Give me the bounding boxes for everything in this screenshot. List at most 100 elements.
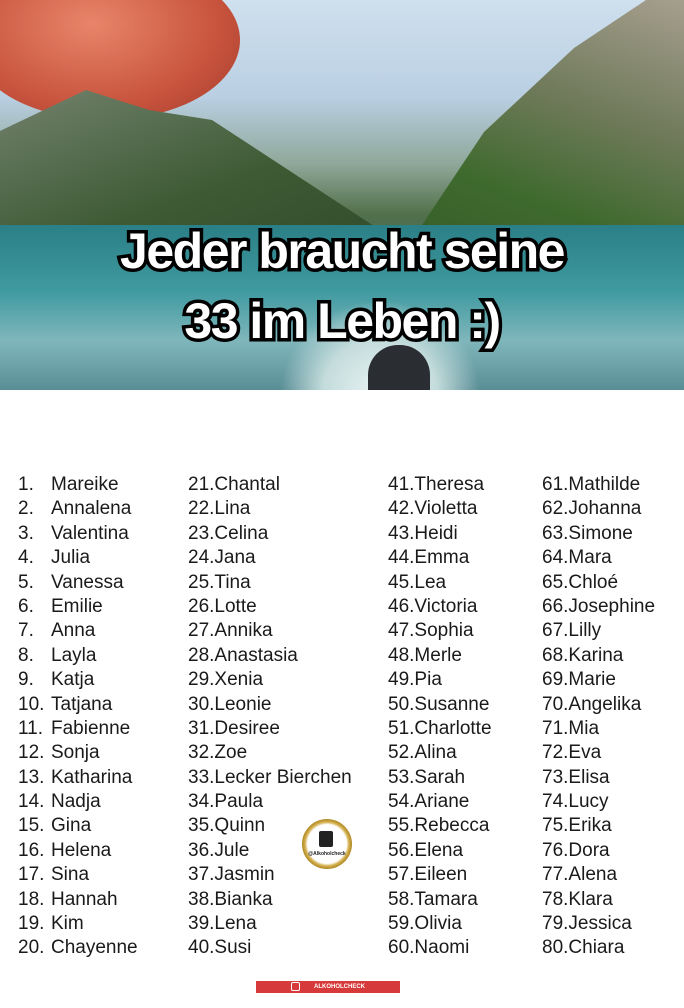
list-name: Xenia (214, 669, 264, 691)
list-item: 38. Bianka (188, 888, 352, 912)
list-name: Katharina (51, 766, 133, 788)
list-item: 41. Theresa (388, 473, 492, 497)
list-item: 69. Marie (542, 668, 655, 692)
list-item: 74. Lucy (542, 790, 655, 814)
list-name: Charlotte (414, 717, 492, 739)
list-number: 3. (18, 522, 34, 544)
list-item: 32. Zoe (188, 741, 352, 765)
list-item: 50. Susanne (388, 693, 492, 717)
list-item: 62. Johanna (542, 497, 655, 521)
list-name: Mathilde (568, 474, 641, 495)
list-item: 61. Mathilde (542, 473, 655, 497)
list-item: 19. Kim (18, 912, 138, 936)
list-name: Julia (51, 547, 91, 569)
list-number: 1. (18, 474, 34, 495)
list-name: Victoria (414, 595, 478, 617)
list-name: Vanessa (51, 571, 124, 593)
list-number: 6. (18, 595, 34, 617)
list-number: 29. (188, 669, 215, 691)
list-item: 34. Paula (188, 790, 352, 814)
list-item: 47. Sophia (388, 619, 492, 643)
list-item: 71. Mia (542, 717, 655, 741)
list-item: 26. Lotte (188, 595, 352, 619)
list-name: Naomi (414, 937, 470, 959)
list-number: 10. (18, 693, 45, 715)
list-number: 56. (388, 839, 415, 861)
list-name: Angelika (568, 693, 642, 715)
headline-line-2: 33 im Leben :) (181, 290, 505, 353)
list-item: 6. Emilie (18, 595, 138, 619)
list-name: Desiree (214, 717, 280, 739)
list-name: Eileen (414, 864, 468, 886)
list-number: 40. (188, 937, 215, 959)
list-item: 20. Chayenne (18, 936, 138, 960)
list-name: Violetta (414, 498, 478, 520)
list-number: 35. (188, 815, 215, 837)
list-number: 8. (18, 644, 34, 666)
list-name: Mareike (51, 474, 119, 495)
list-number: 37. (188, 864, 215, 886)
list-number: 67. (542, 620, 569, 642)
list-item: 15. Gina (18, 814, 138, 838)
list-number: 19. (18, 913, 45, 935)
list-item: 27. Annika (188, 619, 352, 643)
list-number: 62. (542, 498, 569, 520)
list-number: 66. (542, 595, 569, 617)
list-name: Chayenne (51, 937, 138, 959)
list-item: 76. Dora (542, 839, 655, 863)
list-number: 9. (18, 669, 34, 691)
list-name: Lilly (568, 620, 602, 642)
headline-line-1: Jeder braucht seine (117, 220, 569, 283)
list-item: 59. Olivia (388, 912, 492, 936)
list-name: Lina (214, 498, 251, 520)
beer-mug-icon (319, 831, 333, 847)
list-name: Chiara (568, 937, 625, 959)
list-item: 54. Ariane (388, 790, 492, 814)
list-name: Sina (51, 864, 90, 886)
list-name: Lecker Bierchen (214, 766, 352, 788)
logo-text: @Alkoholcheck (308, 851, 346, 857)
list-name: Tatjana (51, 693, 113, 715)
list-item: 67. Lilly (542, 619, 655, 643)
list-item: 48. Merle (388, 644, 492, 668)
list-item: 42. Violetta (388, 497, 492, 521)
list-name: Klara (568, 888, 613, 910)
list-item: 24. Jana (188, 546, 352, 570)
list-number: 71. (542, 717, 569, 739)
list-name: Gina (51, 815, 92, 837)
list-name: Josephine (568, 595, 656, 617)
list-number: 65. (542, 571, 569, 593)
list-item: 45. Lea (388, 571, 492, 595)
list-number: 50. (388, 693, 415, 715)
list-item: 58. Tamara (388, 888, 492, 912)
list-name: Celina (214, 522, 269, 544)
list-item: 49. Pia (388, 668, 492, 692)
list-item: 33. Lecker Bierchen (188, 766, 352, 790)
list-number: 52. (388, 742, 415, 764)
list-name: Kim (51, 913, 84, 935)
list-number: 31. (188, 717, 215, 739)
list-name: Alena (568, 864, 618, 886)
list-name: Helena (51, 839, 112, 861)
list-name: Anastasia (214, 644, 298, 666)
list-number: 64. (542, 547, 569, 569)
list-name: Lea (414, 571, 447, 593)
watermark-text: ALKOHOLCHECK (314, 984, 365, 990)
list-number: 2. (18, 498, 34, 520)
list-name: Simone (568, 522, 633, 544)
names-column-2: 21. Chantal 22. Lina 23. Celina 24. Jana 25.… (188, 473, 352, 961)
list-name: Chantal (214, 474, 280, 495)
list-item: 28. Anastasia (188, 644, 352, 668)
list-number: 23. (188, 522, 215, 544)
list-name: Emilie (51, 595, 103, 617)
list-number: 34. (188, 791, 215, 813)
list-number: 79. (542, 913, 569, 935)
list-number: 33. (188, 766, 215, 788)
list-name: Jana (214, 547, 256, 569)
list-number: 55. (388, 815, 415, 837)
list-number: 58. (388, 888, 415, 910)
list-number: 68. (542, 644, 569, 666)
list-number: 13. (18, 766, 45, 788)
list-item: 8. Layla (18, 644, 138, 668)
list-name: Lucy (568, 791, 609, 813)
